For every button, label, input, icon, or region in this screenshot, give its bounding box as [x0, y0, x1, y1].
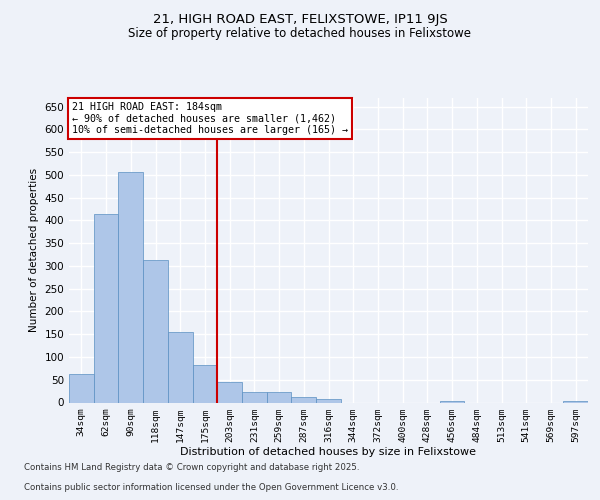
Bar [316, 399, 341, 402]
Bar [168, 332, 193, 402]
Text: 21, HIGH ROAD EAST, FELIXSTOWE, IP11 9JS: 21, HIGH ROAD EAST, FELIXSTOWE, IP11 9JS [152, 12, 448, 26]
Bar [69, 374, 94, 402]
X-axis label: Distribution of detached houses by size in Felixstowe: Distribution of detached houses by size … [181, 448, 476, 458]
Bar [94, 214, 118, 402]
Text: Contains HM Land Registry data © Crown copyright and database right 2025.: Contains HM Land Registry data © Crown c… [24, 464, 359, 472]
Bar [193, 364, 217, 403]
Bar [563, 400, 588, 402]
Bar [267, 392, 292, 402]
Bar [143, 260, 168, 402]
Text: 21 HIGH ROAD EAST: 184sqm
← 90% of detached houses are smaller (1,462)
10% of se: 21 HIGH ROAD EAST: 184sqm ← 90% of detac… [71, 102, 347, 136]
Y-axis label: Number of detached properties: Number of detached properties [29, 168, 39, 332]
Text: Contains public sector information licensed under the Open Government Licence v3: Contains public sector information licen… [24, 484, 398, 492]
Bar [118, 172, 143, 402]
Text: Size of property relative to detached houses in Felixstowe: Size of property relative to detached ho… [128, 28, 472, 40]
Bar [440, 400, 464, 402]
Bar [292, 398, 316, 402]
Bar [242, 392, 267, 402]
Bar [217, 382, 242, 402]
